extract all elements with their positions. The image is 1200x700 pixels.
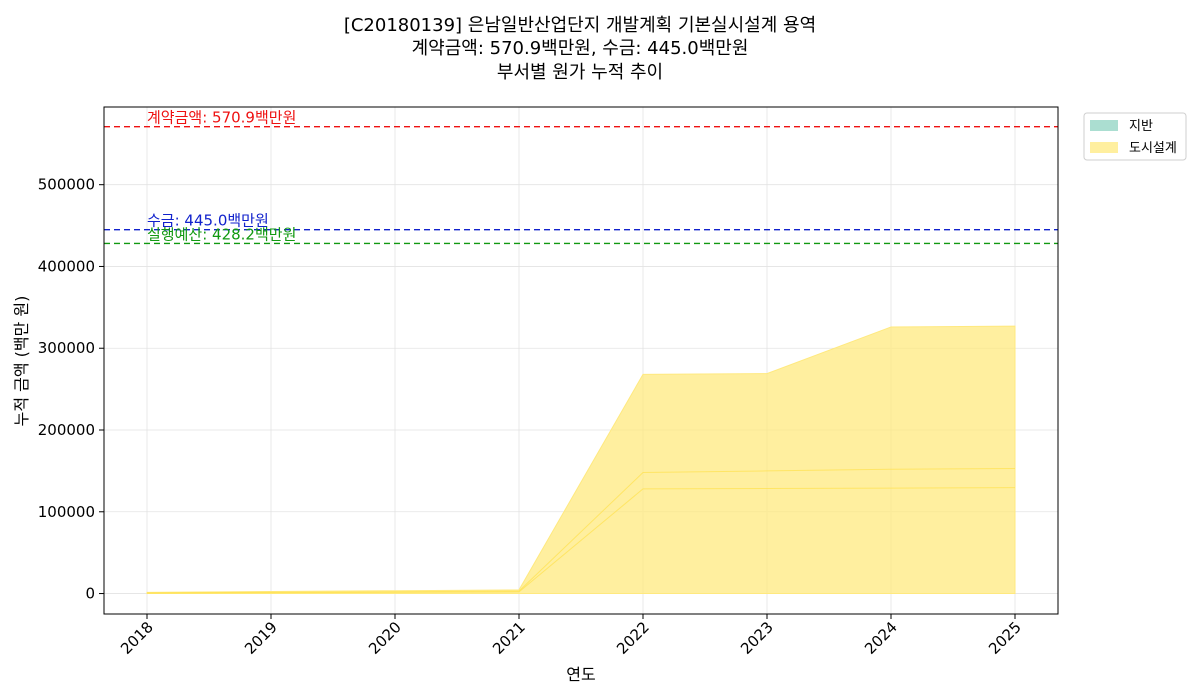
chart-title: [C20180139] 은남일반산업단지 개발계획 기본실시설계 용역 계약금액…	[344, 15, 816, 83]
reference-label-1: 수금: 445.0백만원	[147, 212, 269, 230]
x-tick-label: 2021	[489, 618, 529, 658]
y-tick-label: 100000	[38, 503, 95, 521]
chart-title-line-3: 부서별 원가 누적 추이	[497, 62, 663, 83]
legend-label-0: 지반	[1129, 119, 1153, 134]
y-tick-label: 200000	[38, 421, 95, 439]
chart-title-line-1: [C20180139] 은남일반산업단지 개발계획 기본실시설계 용역	[344, 15, 816, 36]
series-areas	[146, 325, 1016, 595]
chart-title-line-2: 계약금액: 570.9백만원, 수금: 445.0백만원	[412, 38, 749, 59]
reference-label-0: 계약금액: 570.9백만원	[147, 109, 296, 127]
y-tick-label: 400000	[38, 257, 95, 275]
y-tick-label: 0	[85, 585, 95, 603]
x-tick-label: 2025	[985, 618, 1025, 658]
x-tick-label: 2018	[117, 618, 157, 658]
legend-swatch-0	[1090, 120, 1118, 131]
y-axis-label: 누적 금액 (백만 원)	[12, 296, 31, 427]
reference-label-2: 실행예산: 428.2백만원	[147, 225, 296, 243]
x-axis-label: 연도	[566, 665, 595, 684]
x-tick-label: 2023	[737, 618, 777, 658]
plot-frame	[103, 106, 1059, 615]
x-tick-label: 2020	[365, 618, 405, 658]
x-tick-label: 2019	[241, 618, 281, 658]
legend-swatch-1	[1090, 142, 1118, 153]
y-tick-label: 500000	[38, 176, 95, 194]
area-series-1	[146, 325, 1016, 595]
y-tick-label: 300000	[38, 339, 95, 357]
legend-label-1: 도시설계	[1129, 141, 1177, 156]
x-tick-label: 2024	[861, 618, 901, 658]
x-tick-label: 2022	[613, 618, 653, 658]
area-inner-boundary-1	[146, 487, 1016, 594]
